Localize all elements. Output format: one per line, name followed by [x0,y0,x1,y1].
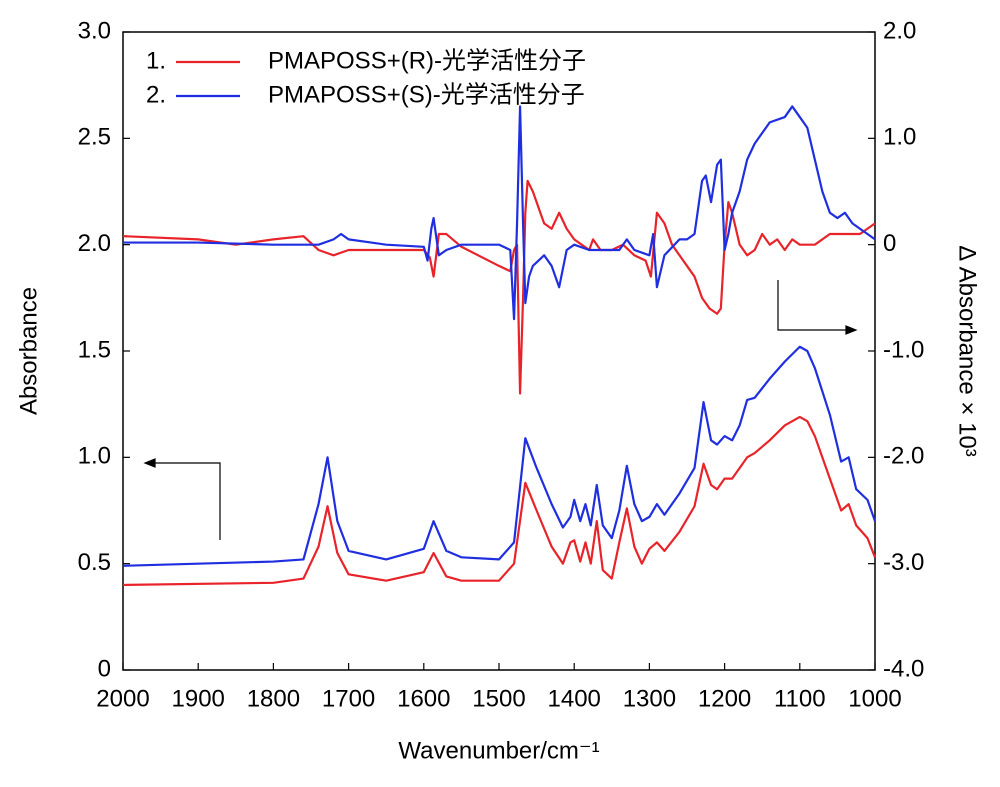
x-tick-label: 1300 [623,685,676,712]
legend-number: 2. [146,81,166,108]
legend-label: PMAPOSS+(R)-光学活性分子 [268,47,586,74]
right-arrow [777,280,848,331]
legend-number: 1. [146,47,166,74]
x-tick-label: 1200 [698,685,751,712]
y2-tick-label: -3.0 [883,549,924,576]
x-tick-label: 1800 [247,685,300,712]
data-line [122,179,876,395]
y-axis-label: Absorbance [15,287,42,415]
x-tick-label: 1700 [322,685,375,712]
y2-tick-label: 2.0 [883,17,916,44]
x-tick-label: 1000 [848,685,901,712]
left-arrow [152,462,221,540]
y-tick-label: 0.5 [78,549,111,576]
data-line [123,105,876,321]
y2-tick-label: 1.0 [883,124,916,151]
y2-tick-label: -4.0 [883,655,924,682]
x-tick-label: 1400 [548,685,601,712]
x-tick-label: 1900 [172,685,225,712]
x-axis-label: Wavenumber/cm⁻¹ [398,737,599,764]
legend-label: PMAPOSS+(S)-光学活性分子 [268,81,585,108]
y2-tick-label: 0 [883,230,896,257]
y2-tick-label: -2.0 [883,443,924,470]
x-tick-label: 1500 [472,685,525,712]
y-tick-label: 3.0 [78,17,111,44]
x-tick-label: 1600 [397,685,450,712]
y-tick-label: 0 [98,655,111,682]
x-tick-label: 2000 [96,685,149,712]
right-arrowhead [845,325,858,335]
y-tick-label: 2.5 [78,124,111,151]
y-tick-label: 1.5 [78,336,111,363]
x-tick-label: 1100 [774,685,826,712]
y-tick-label: 1.0 [78,443,111,470]
plot-frame [122,31,876,671]
data-line [122,345,877,567]
y2-tick-label: -1.0 [883,336,924,363]
arrows [143,280,858,540]
data-line [122,415,877,587]
left-arrowhead [143,458,156,468]
y-tick-label: 2.0 [78,230,111,257]
y2-axis-label: Δ Absorbance × 10³ [954,245,981,457]
